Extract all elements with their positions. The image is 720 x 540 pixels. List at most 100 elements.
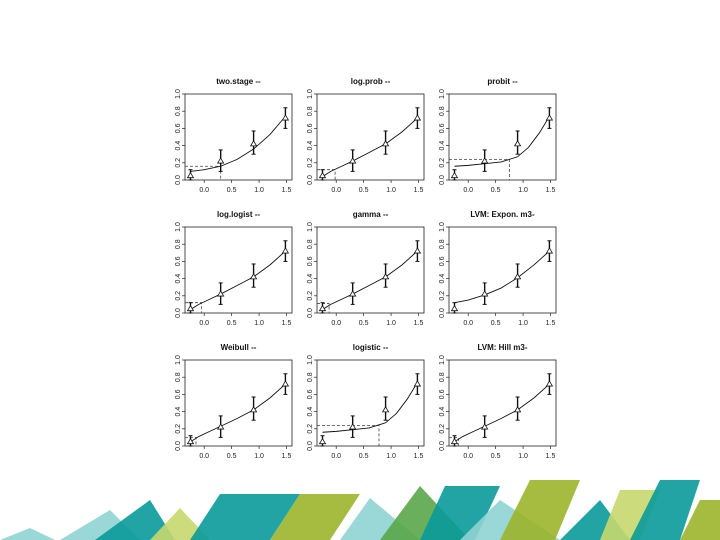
y-tick-label: 0.2 — [175, 291, 182, 301]
x-tick-label: 1.0 — [386, 187, 396, 194]
x-tick-label: 0.0 — [463, 187, 473, 194]
decorative-shape — [150, 508, 210, 540]
chart-title: Weibull -- — [221, 343, 257, 352]
x-tick-label: 1.5 — [282, 320, 292, 327]
chart-panel: gamma -- 0.0 0.2 0.4 0.6 0.8 1.0 0.0 0.5 1.0 1.5 — [297, 205, 430, 330]
chart-grid: two.stage -- 0.0 0.2 0.4 0.6 0.8 1.0 0.0 0.5 1.0 1… — [165, 72, 562, 463]
chart-title: LVM: Expon. m3- — [470, 210, 535, 219]
x-tick-label: 1.0 — [518, 453, 528, 460]
y-tick-label: 0.0 — [439, 308, 446, 318]
y-tick-label: 0.8 — [307, 372, 314, 382]
observed-point — [450, 171, 459, 179]
plot-frame — [184, 359, 293, 447]
y-tick-label: 0.4 — [439, 274, 446, 284]
decorative-shape — [630, 480, 700, 540]
x-tick-label: 0.5 — [227, 187, 237, 194]
observed-point — [381, 273, 390, 280]
observed-point — [513, 406, 522, 413]
x-tick-label: 1.5 — [546, 187, 556, 194]
observed-point — [249, 140, 258, 147]
chart-title: probit -- — [487, 77, 518, 86]
y-tick-label: 0.8 — [307, 106, 314, 116]
x-tick-label: 0.5 — [491, 453, 501, 460]
x-tick-label: 0.0 — [331, 187, 341, 194]
x-tick-label: 0.5 — [359, 187, 369, 194]
y-tick-label: 0.2 — [175, 158, 182, 168]
fitted-curve — [322, 250, 418, 310]
fitted-curve — [454, 116, 550, 167]
y-tick-label: 1.0 — [307, 89, 314, 99]
y-tick-label: 0.6 — [175, 123, 182, 133]
chart-svg: log.prob -- 0.0 0.2 0.4 0.6 0.8 1.0 0.0 0.5 1.0 1.… — [307, 77, 425, 194]
observed-point — [249, 406, 258, 413]
y-tick-label: 1.0 — [439, 355, 446, 365]
x-tick-label: 0.0 — [331, 453, 341, 460]
observed-point — [545, 247, 554, 254]
observed-point — [413, 114, 422, 121]
y-tick-label: 0.0 — [439, 441, 446, 451]
chart-panel: LVM: Expon. m3- 0.0 0.2 0.4 0.6 0.8 1.0 0.0 0.5 1… — [429, 205, 562, 330]
bmd-guide-line — [185, 437, 197, 446]
observed-point — [281, 380, 290, 387]
y-tick-label: 0.6 — [307, 389, 314, 399]
x-tick-label: 0.0 — [463, 453, 473, 460]
chart-panel: LVM: Hill m3- 0.0 0.2 0.4 0.6 0.8 1.0 0.0 0.5 1.0… — [429, 338, 562, 463]
y-tick-label: 1.0 — [307, 222, 314, 232]
chart-panel: two.stage -- 0.0 0.2 0.4 0.6 0.8 1.0 0.0 0.5 1.0 1… — [165, 72, 298, 197]
chart-panel: log.prob -- 0.0 0.2 0.4 0.6 0.8 1.0 0.0 0.5 1.0 1.… — [297, 72, 430, 197]
observed-point — [281, 114, 290, 121]
y-tick-label: 0.2 — [307, 424, 314, 434]
observed-point — [186, 304, 195, 312]
y-tick-label: 0.6 — [307, 123, 314, 133]
plot-frame — [316, 226, 425, 314]
chart-panel: probit -- 0.0 0.2 0.4 0.6 0.8 1.0 0.0 0.5 1.0 1.5 — [429, 72, 562, 197]
y-tick-label: 0.0 — [307, 441, 314, 451]
observed-point — [318, 171, 327, 179]
x-tick-label: 0.0 — [199, 453, 209, 460]
decorative-shape — [270, 494, 360, 540]
x-tick-label: 0.0 — [199, 320, 209, 327]
observed-point — [413, 247, 422, 254]
y-tick-label: 0.0 — [439, 175, 446, 185]
y-tick-label: 0.8 — [175, 372, 182, 382]
chart-panel: Weibull -- 0.0 0.2 0.4 0.6 0.8 1.0 0.0 0.5 1.0 1.5 — [165, 338, 298, 463]
fitted-curve — [322, 117, 418, 177]
chart-svg: LVM: Expon. m3- 0.0 0.2 0.4 0.6 0.8 1.0 0.0 0.5 1… — [439, 210, 557, 327]
observed-point — [348, 290, 357, 297]
x-tick-label: 1.5 — [414, 320, 424, 327]
chart-svg: gamma -- 0.0 0.2 0.4 0.6 0.8 1.0 0.0 0.5 1.0 1.5 — [307, 210, 425, 327]
chart-panel: log.logist -- 0.0 0.2 0.4 0.6 0.8 1.0 0.0 0.5 1.0… — [165, 205, 298, 330]
observed-point — [480, 423, 489, 430]
observed-point — [348, 423, 357, 430]
observed-point — [381, 406, 390, 413]
x-tick-label: 1.0 — [386, 453, 396, 460]
observed-point — [186, 171, 195, 179]
x-tick-label: 0.0 — [199, 187, 209, 194]
chart-title: log.logist -- — [217, 210, 260, 219]
fitted-curve — [190, 116, 286, 172]
observed-point — [513, 273, 522, 280]
y-tick-label: 0.6 — [175, 389, 182, 399]
x-tick-label: 1.5 — [282, 453, 292, 460]
x-tick-label: 1.0 — [254, 187, 264, 194]
y-tick-label: 0.4 — [307, 141, 314, 151]
x-tick-label: 1.5 — [282, 187, 292, 194]
observed-point — [480, 157, 489, 164]
y-tick-label: 0.8 — [439, 372, 446, 382]
observed-point — [450, 304, 459, 312]
decorative-shape — [680, 500, 720, 540]
observed-point — [318, 437, 327, 445]
y-tick-label: 0.8 — [175, 106, 182, 116]
x-tick-label: 1.5 — [546, 453, 556, 460]
x-tick-label: 1.5 — [414, 453, 424, 460]
observed-point — [186, 437, 195, 445]
y-tick-label: 0.4 — [307, 407, 314, 417]
y-tick-label: 0.6 — [307, 256, 314, 266]
y-tick-label: 0.4 — [439, 407, 446, 417]
plot-frame — [316, 359, 425, 447]
y-tick-label: 0.2 — [307, 291, 314, 301]
bmd-guide-line — [317, 424, 380, 446]
decorative-shape — [0, 528, 55, 540]
decorative-shape — [190, 494, 300, 540]
chart-title: LVM: Hill m3- — [477, 343, 527, 352]
